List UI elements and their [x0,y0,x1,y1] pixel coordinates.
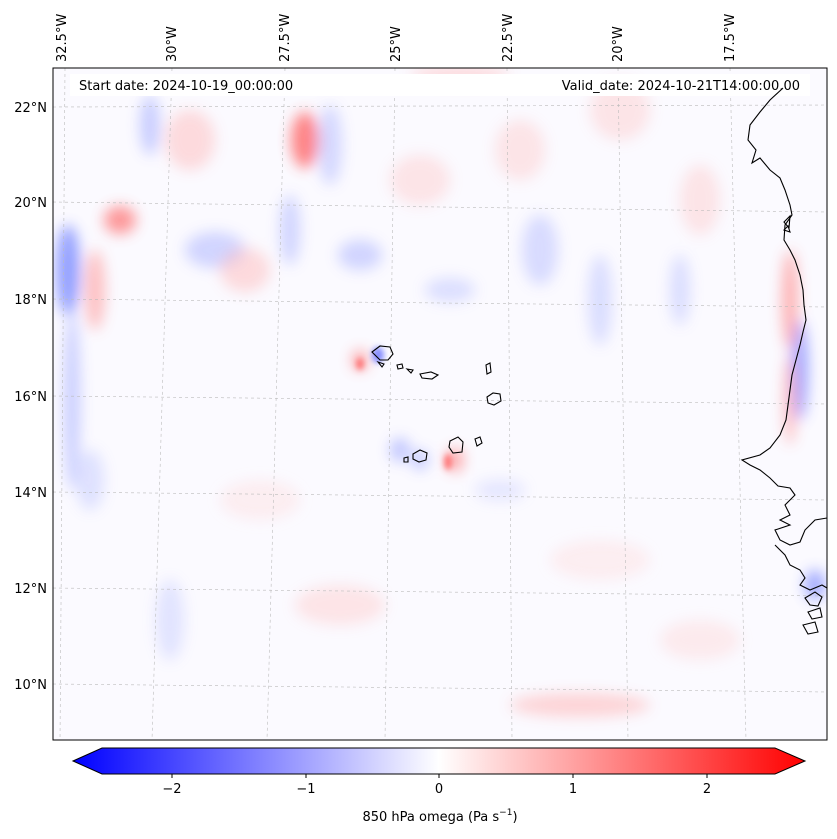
colorbar: −2 −1 0 1 2 850 hPa omega (Pa s−1) [71,747,807,825]
colorbar-tick-label: −2 [162,782,181,797]
header-band [70,74,810,96]
latitude-labels: 22°N 20°N 18°N 16°N 14°N 12°N 10°N [14,101,47,693]
lat-label: 16°N [14,390,47,405]
colorbar-tick-label: 0 [435,782,443,797]
lon-label: 20°W [611,26,626,62]
colorbar-tick-label: −1 [296,782,315,797]
colorbar-tick-label: 2 [703,782,711,797]
longitude-labels: 32.5°W 30°W 27.5°W 25°W 22.5°W 20°W 17.5… [55,14,738,62]
map-panel [52,67,828,741]
colorbar-tick-label: 1 [569,782,577,797]
african-coastline [740,87,828,635]
lat-label: 12°N [14,582,47,597]
lat-label: 22°N [14,101,47,116]
colorbar-body [71,747,807,775]
lon-label: 22.5°W [501,14,516,62]
graticule [53,68,827,740]
omega-field [56,68,825,717]
lon-label: 17.5°W [723,14,738,62]
start-date-label: Start date: 2024-10-19_00:00:00 [79,79,293,94]
lat-label: 10°N [14,678,47,693]
lon-label: 30°W [165,26,180,62]
lon-label: 25°W [389,26,404,62]
map-border [52,67,828,741]
lon-label: 27.5°W [278,14,293,62]
lat-label: 18°N [14,293,47,308]
lon-label: 32.5°W [55,14,70,62]
lat-label: 14°N [14,486,47,501]
cape-verde-islands [371,345,502,463]
valid-date-label: Valid_date: 2024-10-21T14:00:00.00 [562,79,800,94]
colorbar-title: 850 hPa omega (Pa s−1) [362,808,517,825]
lat-label: 20°N [14,196,47,211]
